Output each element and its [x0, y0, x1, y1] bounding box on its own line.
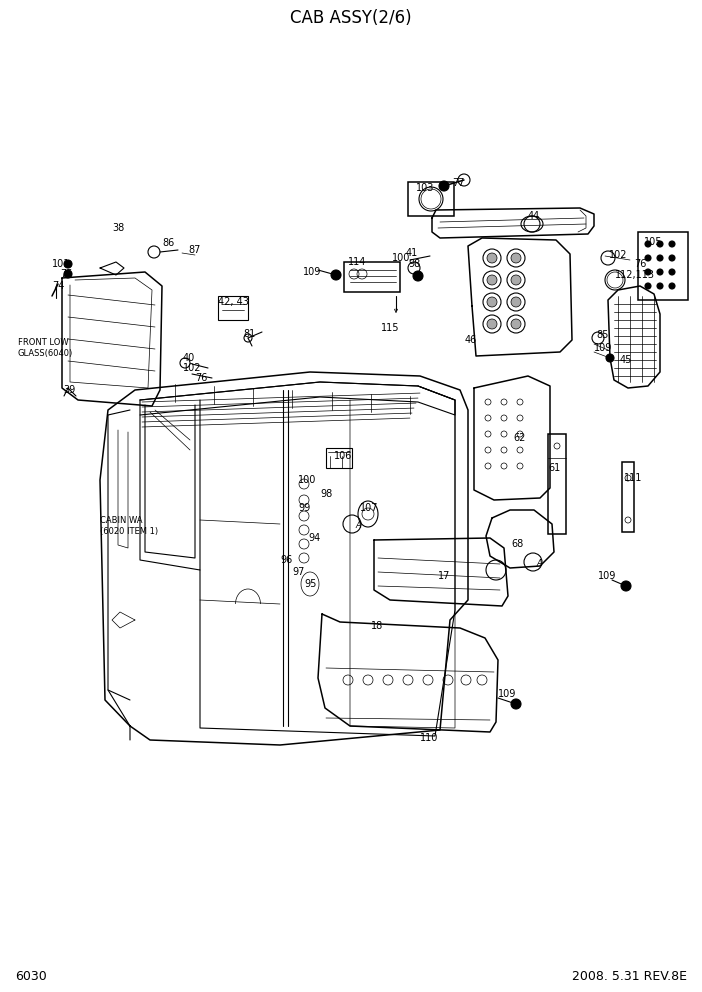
Text: 40: 40: [183, 353, 195, 363]
Circle shape: [331, 270, 341, 280]
Text: 85: 85: [596, 330, 609, 340]
Circle shape: [657, 269, 663, 275]
Text: 6030: 6030: [15, 969, 47, 982]
Text: 111: 111: [624, 473, 642, 483]
Text: 98: 98: [320, 489, 332, 499]
Text: 109: 109: [498, 689, 517, 699]
Text: 99: 99: [298, 503, 310, 513]
Circle shape: [645, 255, 651, 261]
Text: 106: 106: [334, 451, 352, 461]
Circle shape: [439, 181, 449, 191]
Bar: [218, 296, 248, 320]
Bar: [408, 182, 454, 216]
Text: 86: 86: [162, 238, 174, 248]
Text: 39: 39: [63, 385, 75, 395]
Text: 2008. 5.31 REV.8E: 2008. 5.31 REV.8E: [572, 969, 687, 982]
Circle shape: [669, 255, 675, 261]
Text: 97: 97: [292, 567, 305, 577]
Text: 94: 94: [308, 533, 320, 543]
Text: 105: 105: [644, 237, 663, 247]
Text: 44: 44: [528, 211, 541, 221]
Text: 61: 61: [548, 463, 560, 473]
Text: 109: 109: [594, 343, 612, 353]
Text: 112,113: 112,113: [615, 270, 655, 280]
Text: 41: 41: [406, 248, 418, 258]
Text: 18: 18: [371, 621, 383, 631]
Circle shape: [511, 275, 521, 285]
Circle shape: [621, 581, 631, 591]
Text: 77: 77: [452, 178, 465, 188]
Bar: [638, 232, 688, 300]
Text: 100: 100: [298, 475, 317, 485]
Bar: [344, 262, 400, 292]
Text: A: A: [536, 559, 542, 568]
Text: 87: 87: [188, 245, 200, 255]
Circle shape: [511, 297, 521, 307]
Text: 109: 109: [303, 267, 322, 277]
Text: 38: 38: [112, 223, 124, 233]
Text: 81: 81: [243, 329, 256, 339]
Text: A: A: [355, 522, 361, 531]
Text: 42, 43: 42, 43: [218, 297, 249, 307]
Circle shape: [669, 241, 675, 247]
Circle shape: [487, 319, 497, 329]
Circle shape: [657, 283, 663, 289]
Circle shape: [669, 269, 675, 275]
Text: 114: 114: [348, 257, 366, 267]
Circle shape: [657, 241, 663, 247]
Text: 76: 76: [195, 373, 207, 383]
Text: 103: 103: [416, 183, 435, 193]
Circle shape: [487, 275, 497, 285]
Circle shape: [645, 269, 651, 275]
Text: 17: 17: [438, 571, 451, 581]
Circle shape: [487, 297, 497, 307]
Bar: [326, 448, 352, 468]
Text: 101: 101: [52, 259, 70, 269]
Text: CAB ASSY(2/6): CAB ASSY(2/6): [290, 9, 412, 27]
Text: 100: 100: [392, 253, 411, 263]
Text: 102: 102: [183, 363, 201, 373]
Circle shape: [606, 354, 614, 362]
Circle shape: [511, 253, 521, 263]
Text: 74: 74: [52, 281, 65, 291]
Text: 46: 46: [465, 335, 477, 345]
Text: 107: 107: [360, 503, 378, 513]
Circle shape: [511, 699, 521, 709]
Text: 115: 115: [381, 323, 399, 333]
Text: 109: 109: [598, 571, 616, 581]
Text: 102: 102: [609, 250, 628, 260]
Circle shape: [487, 253, 497, 263]
Text: 96: 96: [280, 555, 292, 565]
Circle shape: [511, 319, 521, 329]
Text: FRONT LOW
GLASS(6040): FRONT LOW GLASS(6040): [18, 337, 73, 358]
Text: 75: 75: [60, 269, 72, 279]
Circle shape: [669, 283, 675, 289]
Bar: [622, 462, 634, 532]
Text: CABIN WA
(6020 ITEM 1): CABIN WA (6020 ITEM 1): [100, 516, 158, 537]
Text: 62: 62: [513, 433, 525, 443]
Text: 68: 68: [511, 539, 523, 549]
Circle shape: [657, 255, 663, 261]
Circle shape: [645, 241, 651, 247]
Text: 110: 110: [420, 733, 438, 743]
Text: 95: 95: [304, 579, 317, 589]
Bar: [548, 434, 566, 534]
Circle shape: [64, 260, 72, 268]
Circle shape: [645, 283, 651, 289]
Text: 98: 98: [408, 259, 420, 269]
Text: 45: 45: [620, 355, 633, 365]
Circle shape: [413, 271, 423, 281]
Text: 76: 76: [634, 259, 647, 269]
Circle shape: [64, 270, 72, 278]
